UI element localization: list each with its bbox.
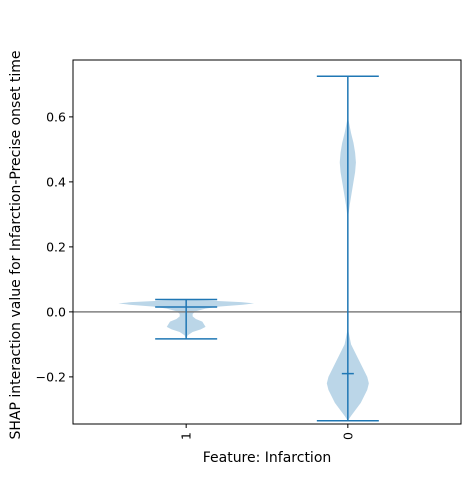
x-tick-label: 0 — [340, 432, 355, 440]
y-tick-label: 0.0 — [46, 304, 66, 319]
y-tick-label: 0.6 — [46, 109, 66, 124]
y-tick-label: −0.2 — [36, 369, 66, 384]
violin-layer — [73, 75, 461, 422]
y-tick-label: 0.2 — [46, 239, 66, 254]
y-tick-label: 0.4 — [46, 174, 66, 189]
x-tick-label: 1 — [179, 432, 194, 440]
x-axis-label: Feature: Infarction — [203, 450, 332, 466]
y-axis-ticks: −0.2 0.0 0.2 0.4 0.6 — [36, 109, 73, 384]
plot-frame — [72, 59, 462, 425]
y-axis-label: SHAP interaction value for Infarction-Pr… — [8, 50, 24, 439]
